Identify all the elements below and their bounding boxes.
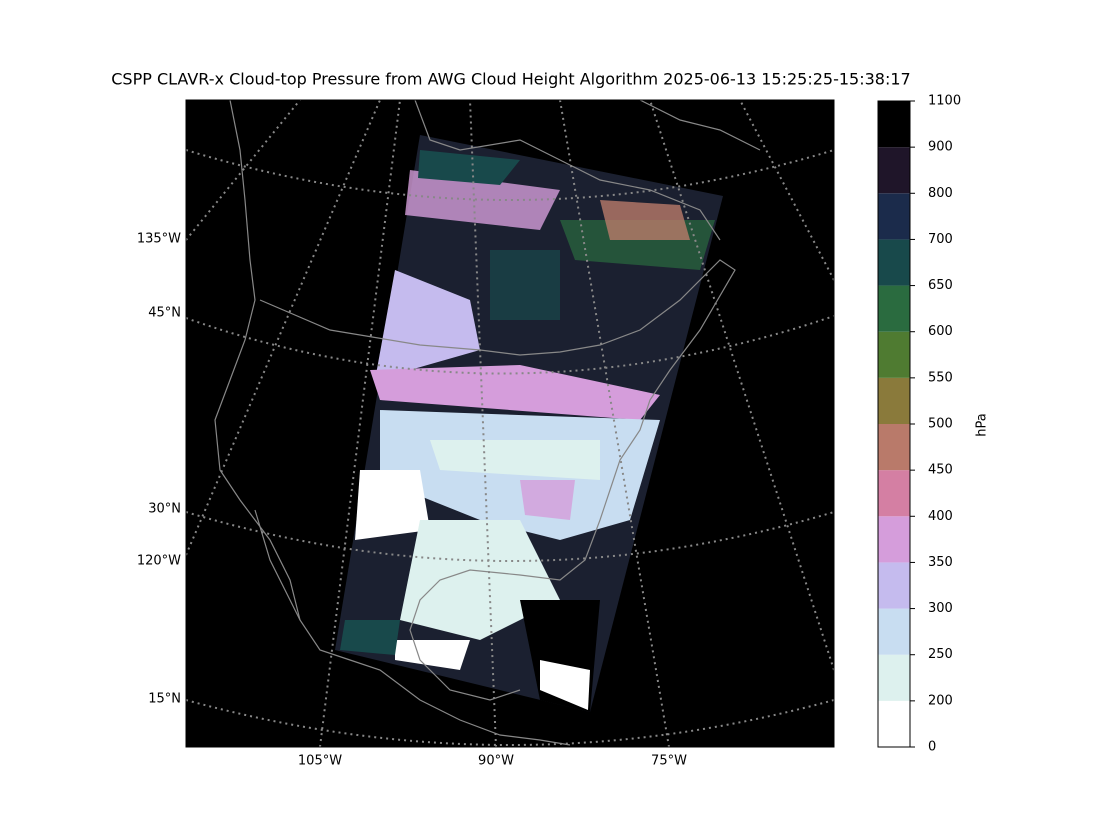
grid-label: 105°W (298, 754, 342, 769)
colorbar-bin (878, 700, 910, 747)
colorbar: 0 200 250 300 350 400 450 500 550 600 650 700 800 900… (877, 94, 961, 755)
colorbar-tick-label: 550 (928, 370, 953, 385)
grid-label: 135°W (137, 232, 181, 247)
colorbar-tick-label: 1100 (928, 94, 961, 109)
colorbar-tick-label: 350 (928, 555, 953, 570)
colorbar-bin (878, 516, 910, 563)
title: CSPP CLAVR-x Cloud-top Pressure from AWG… (111, 70, 910, 89)
colorbar-tick-label: 900 (928, 140, 953, 155)
lat-lon-labels: 135°W 45°N 30°N 120°W 15°N 105°W 90°W 75… (137, 232, 687, 769)
graticule (186, 100, 834, 747)
colorbar-tick-label: 200 (928, 693, 953, 708)
colorbar-bin (878, 654, 910, 701)
colorbar-tick-label: 600 (928, 324, 953, 339)
grid-label: 30°N (148, 502, 181, 517)
map-frame (185, 99, 835, 748)
colorbar-tick-label: 450 (928, 463, 953, 478)
colorbar-bin (878, 101, 910, 148)
colorbar-bin (878, 470, 910, 517)
colorbar-bin (878, 562, 910, 609)
colorbar-bin (878, 608, 910, 655)
swath (335, 135, 723, 712)
grid-label: 15°N (148, 692, 181, 707)
grid-label: 90°W (478, 754, 514, 769)
coastlines (214, 100, 761, 746)
colorbar-label: hPa (975, 413, 990, 436)
grid-label: 75°W (651, 754, 687, 769)
colorbar-bin (878, 239, 910, 286)
colorbar-bin (878, 193, 910, 240)
colorbar-tick-label: 700 (928, 232, 953, 247)
colorbar-bin (878, 147, 910, 194)
map (186, 100, 834, 747)
colorbar-tick-label: 300 (928, 601, 953, 616)
colorbar-bin (878, 331, 910, 378)
colorbar-tick-label: 650 (928, 278, 953, 293)
grid-label: 45°N (148, 306, 181, 321)
colorbar-tick-label: 800 (928, 186, 953, 201)
colorbar-bin (878, 285, 910, 332)
grid-label: 120°W (137, 554, 181, 569)
colorbar-tick-label: 250 (928, 647, 953, 662)
colorbar-bin (878, 424, 910, 471)
colorbar-tick-label: 500 (928, 417, 953, 432)
colorbar-tick-label: 400 (928, 509, 953, 524)
colorbar-tick-label: 0 (928, 740, 936, 755)
colorbar-bin (878, 377, 910, 424)
